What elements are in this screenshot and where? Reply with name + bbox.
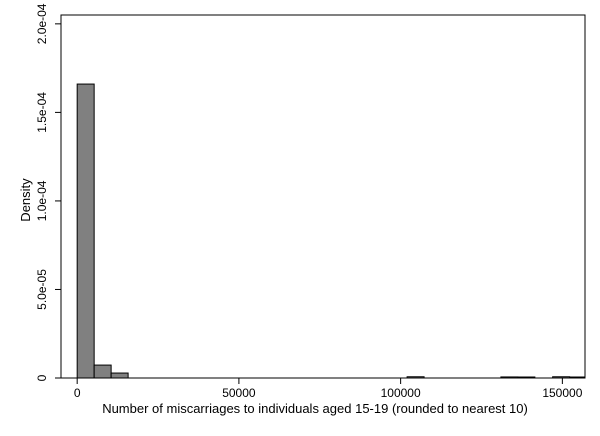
- y-axis-ticks: 0 5.0e-05 1.0e-04 1.5e-04 2.0e-04: [35, 3, 61, 381]
- histogram-bar-1: [93, 364, 112, 379]
- histogram-bar-2: [110, 372, 129, 379]
- x-tick-label-2: 100000: [381, 386, 421, 400]
- x-axis-ticks: 0 50000 100000 150000: [74, 378, 583, 400]
- y-tick-label-1: 5.0e-05: [35, 269, 49, 310]
- y-tick-label-3: 1.5e-04: [35, 92, 49, 133]
- plot-frame: [60, 14, 586, 379]
- y-tick-label-0: 0: [35, 374, 49, 381]
- x-tick-label-0: 0: [74, 386, 81, 400]
- histogram-bar-0: [76, 83, 95, 379]
- x-tick-label-3: 150000: [542, 386, 582, 400]
- x-axis-title: Number of miscarriages to individuals ag…: [102, 401, 528, 416]
- y-tick-label-2: 1.0e-04: [35, 180, 49, 221]
- histogram-bars: [76, 83, 586, 379]
- y-tick-label-4: 2.0e-04: [35, 3, 49, 44]
- x-tick-label-1: 50000: [222, 386, 256, 400]
- y-axis-title: Density: [18, 178, 33, 222]
